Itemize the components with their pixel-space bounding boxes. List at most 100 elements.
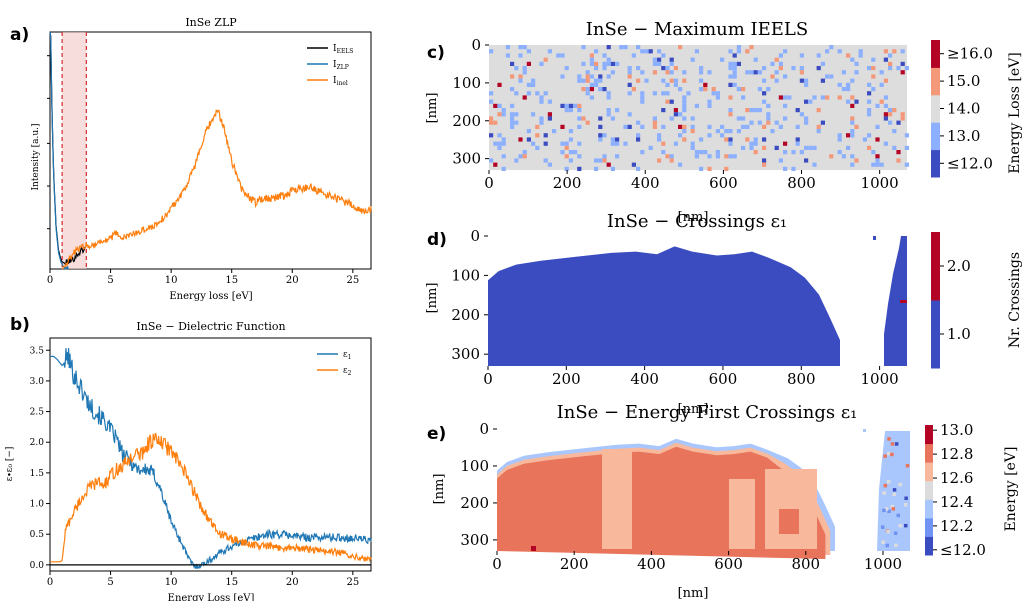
- panel-a-title: InSe ZLP: [185, 16, 237, 29]
- heatmap-cell: [661, 53, 666, 58]
- heatmap-cell: [904, 66, 909, 71]
- heatmap-cell: [636, 66, 641, 71]
- heatmap-cell: [623, 45, 628, 50]
- heatmap-cell: [883, 57, 888, 62]
- heatmap-cell: [896, 158, 901, 163]
- heatmap-cell: [766, 120, 771, 125]
- heatmap-cell: [762, 124, 767, 129]
- heatmap-cell: [715, 91, 720, 96]
- heatmap-cell: [539, 99, 544, 104]
- panel-c-heatmap: [489, 45, 909, 171]
- energy-strip-cell: [892, 488, 897, 492]
- colorbar-tick-label: 12.6: [940, 469, 973, 487]
- heatmap-cell: [501, 137, 506, 142]
- heatmap-cell: [837, 82, 842, 87]
- colorbar-segment: [931, 300, 940, 369]
- heatmap-cell: [757, 70, 762, 75]
- legend-label-ieels: IEELS: [333, 44, 353, 55]
- heatmap-cell: [783, 74, 788, 79]
- heatmap-cell: [783, 49, 788, 54]
- heatmap-cell: [745, 137, 750, 142]
- heatmap-cell: [610, 61, 615, 66]
- energy-strip-cell: [886, 480, 891, 484]
- heatmap-cell: [770, 74, 775, 79]
- colorbar-tick-label: 12.4: [940, 493, 973, 511]
- heatmap-cell: [577, 141, 582, 146]
- heatmap-cell: [728, 129, 733, 134]
- heatmap-cell: [619, 45, 624, 50]
- heatmap-cell: [564, 166, 569, 171]
- heatmap-cell: [699, 87, 704, 92]
- heatmap-cell: [888, 66, 893, 71]
- energy-strip-cell: [890, 504, 895, 509]
- heatmap-cell: [489, 133, 494, 138]
- y-tick-label: 300: [451, 345, 480, 363]
- colorbar-segment: [925, 480, 933, 500]
- heatmap-cell: [900, 116, 905, 121]
- heatmap-cell: [564, 66, 569, 71]
- heatmap-cell: [589, 82, 594, 87]
- heatmap-cell: [888, 61, 893, 66]
- heatmap-cell: [501, 154, 506, 159]
- panel-d: d) InSe − Crossings ε₁ [nm] [nm] 0 200 400…: [425, 210, 1022, 388]
- heatmap-cell: [837, 133, 842, 138]
- heatmap-cell: [858, 53, 863, 58]
- panel-a-label: a): [10, 25, 29, 45]
- heatmap-cell: [493, 103, 498, 108]
- y-tick-label: 100: [451, 266, 480, 284]
- heatmap-cell: [510, 112, 515, 117]
- heatmap-cell: [904, 133, 909, 138]
- colorbar-segment: [925, 517, 933, 537]
- y-tick-label: 3.5: [30, 346, 45, 356]
- heatmap-cell: [854, 70, 859, 75]
- legend-label-eps1: ε1: [343, 350, 352, 361]
- heatmap-cell: [690, 145, 695, 150]
- heatmap-cell: [871, 162, 876, 167]
- panel-d-axes: 0 200 400 600 800 1000 0 100 200 300: [451, 227, 898, 388]
- heatmap-cell: [581, 87, 586, 92]
- heatmap-cell: [728, 154, 733, 159]
- x-tick-label: 0: [483, 370, 493, 388]
- heatmap-cell: [526, 49, 531, 54]
- heatmap-cell: [867, 99, 872, 104]
- heatmap-cell: [732, 70, 737, 75]
- heatmap-cell: [795, 108, 800, 113]
- heatmap-cell: [871, 74, 876, 79]
- heatmap-cell: [606, 95, 611, 100]
- heatmap-cell: [762, 158, 767, 163]
- heatmap-cell: [602, 61, 607, 66]
- heatmap-cell: [850, 78, 855, 83]
- heatmap-cell: [489, 99, 494, 104]
- heatmap-cell: [728, 74, 733, 79]
- heatmap-cell: [510, 87, 515, 92]
- panel-a-legend: IEELS IZLP Iinel: [307, 44, 353, 87]
- heatmap-cell: [682, 124, 687, 129]
- heatmap-cell: [493, 141, 498, 146]
- heatmap-cell: [879, 70, 884, 75]
- heatmap-cell: [547, 99, 552, 104]
- heatmap-cell: [799, 78, 804, 83]
- heatmap-cell: [804, 120, 809, 125]
- heatmap-cell: [598, 158, 603, 163]
- energy-strip-cell: [898, 482, 902, 487]
- x-tick-label: 10: [165, 577, 178, 588]
- energy-patch: [779, 509, 799, 534]
- heatmap-cell: [720, 57, 725, 62]
- heatmap-cell: [610, 70, 615, 75]
- heatmap-cell: [652, 91, 657, 96]
- heatmap-cell: [883, 112, 888, 117]
- heatmap-cell: [783, 95, 788, 100]
- heatmap-cell: [795, 137, 800, 142]
- legend-label-iinel: Iinel: [333, 76, 348, 87]
- heatmap-cell: [518, 74, 523, 79]
- heatmap-cell: [644, 78, 649, 83]
- heatmap-cell: [657, 57, 662, 62]
- heatmap-cell: [736, 45, 741, 50]
- heatmap-cell: [577, 74, 582, 79]
- heatmap-cell: [497, 103, 502, 108]
- colorbar-tick-label: 2.0: [947, 257, 971, 275]
- heatmap-cell: [850, 57, 855, 62]
- heatmap-cell: [774, 57, 779, 62]
- heatmap-cell: [707, 166, 712, 171]
- heatmap-cell: [858, 49, 863, 54]
